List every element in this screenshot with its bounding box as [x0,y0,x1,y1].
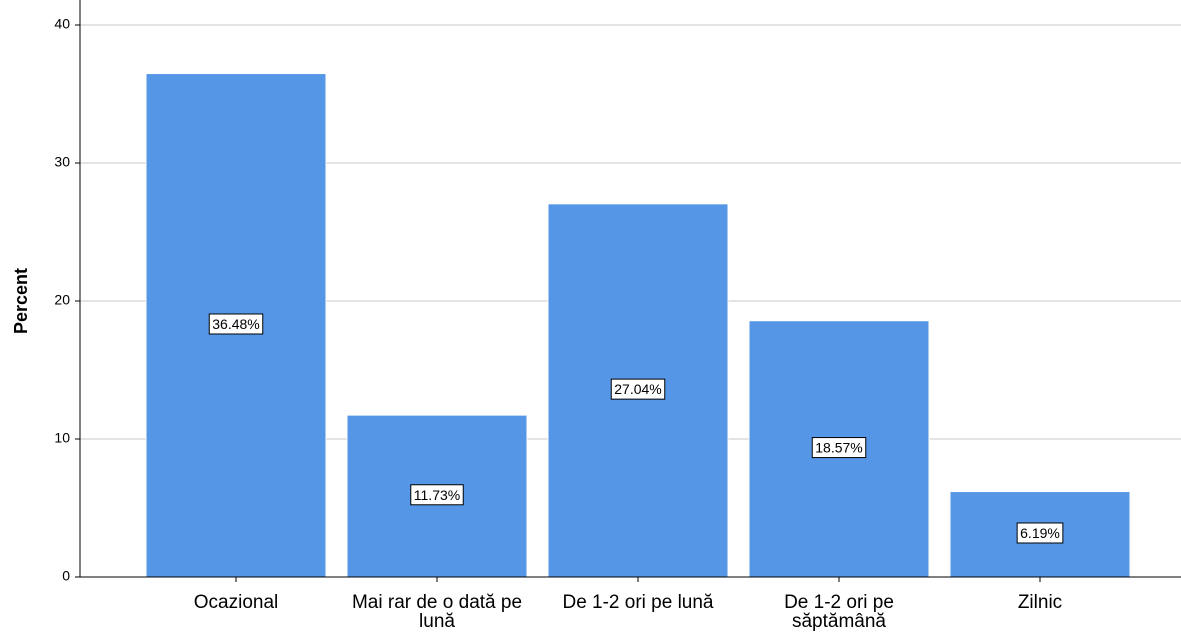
y-tick-label: 20 [54,292,70,308]
x-tick-label: Ocazional [193,592,279,613]
y-tick-label: 10 [54,430,70,446]
y-tick-label: 40 [54,16,70,32]
data-label-box [410,484,464,506]
data-label-box [811,437,867,459]
data-label-box [1016,522,1064,544]
x-tick-label: Zilnic [1017,592,1063,613]
data-label: 11.73% [414,487,460,503]
y-tick-label: 30 [54,154,70,170]
y-tick-label: 0 [62,568,70,584]
x-tick-label: Mai rar de o dată pe lună [351,592,523,632]
x-tick-label: De 1-2 ori pe lună [562,592,714,613]
data-label: 6.19% [1020,525,1060,541]
y-axis-label: Percent [11,268,31,334]
data-label: 36.48% [212,316,259,332]
data-label: 27.04% [614,381,661,397]
data-label-box [208,313,264,335]
x-tick-label: De 1-2 ori pe săptămână [784,592,894,632]
data-label-box [610,378,666,400]
data-label: 18.57% [815,440,862,456]
bar [145,73,327,578]
